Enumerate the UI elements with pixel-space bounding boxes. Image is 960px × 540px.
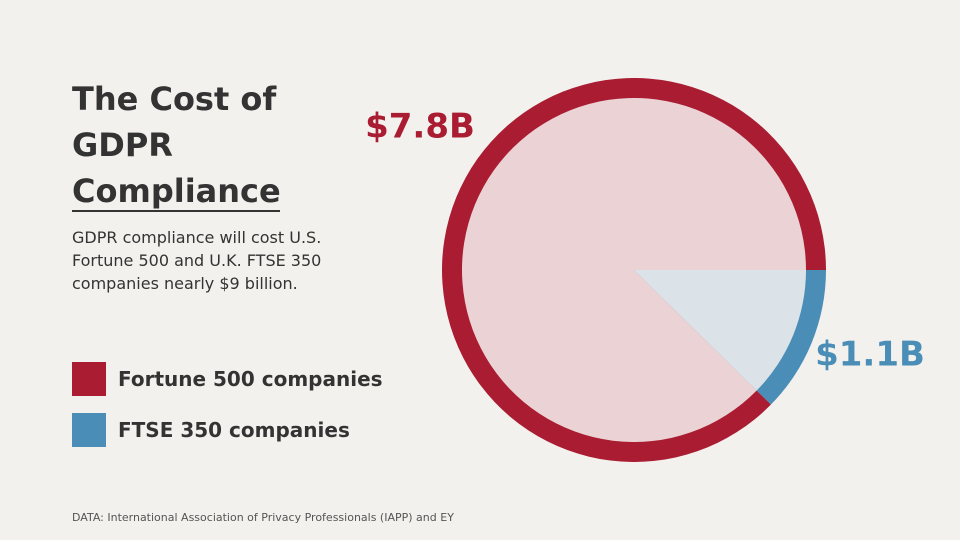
divider [72, 210, 280, 212]
legend-swatch [72, 413, 106, 447]
subtitle: GDPR compliance will cost U.S. Fortune 5… [72, 228, 322, 293]
legend-item: Fortune 500 companies [72, 362, 383, 396]
legend-label: Fortune 500 companies [118, 367, 383, 391]
value-label: $7.8B [365, 107, 475, 147]
legend-swatch [72, 362, 106, 396]
pie-slice-fill [634, 270, 806, 391]
legend-label: FTSE 350 companies [118, 418, 350, 442]
value-label: $1.1B [815, 335, 925, 375]
title: The Cost of GDPR Compliance [72, 80, 281, 210]
legend-item: FTSE 350 companies [72, 413, 350, 447]
source: DATA: International Association of Priva… [72, 511, 454, 524]
